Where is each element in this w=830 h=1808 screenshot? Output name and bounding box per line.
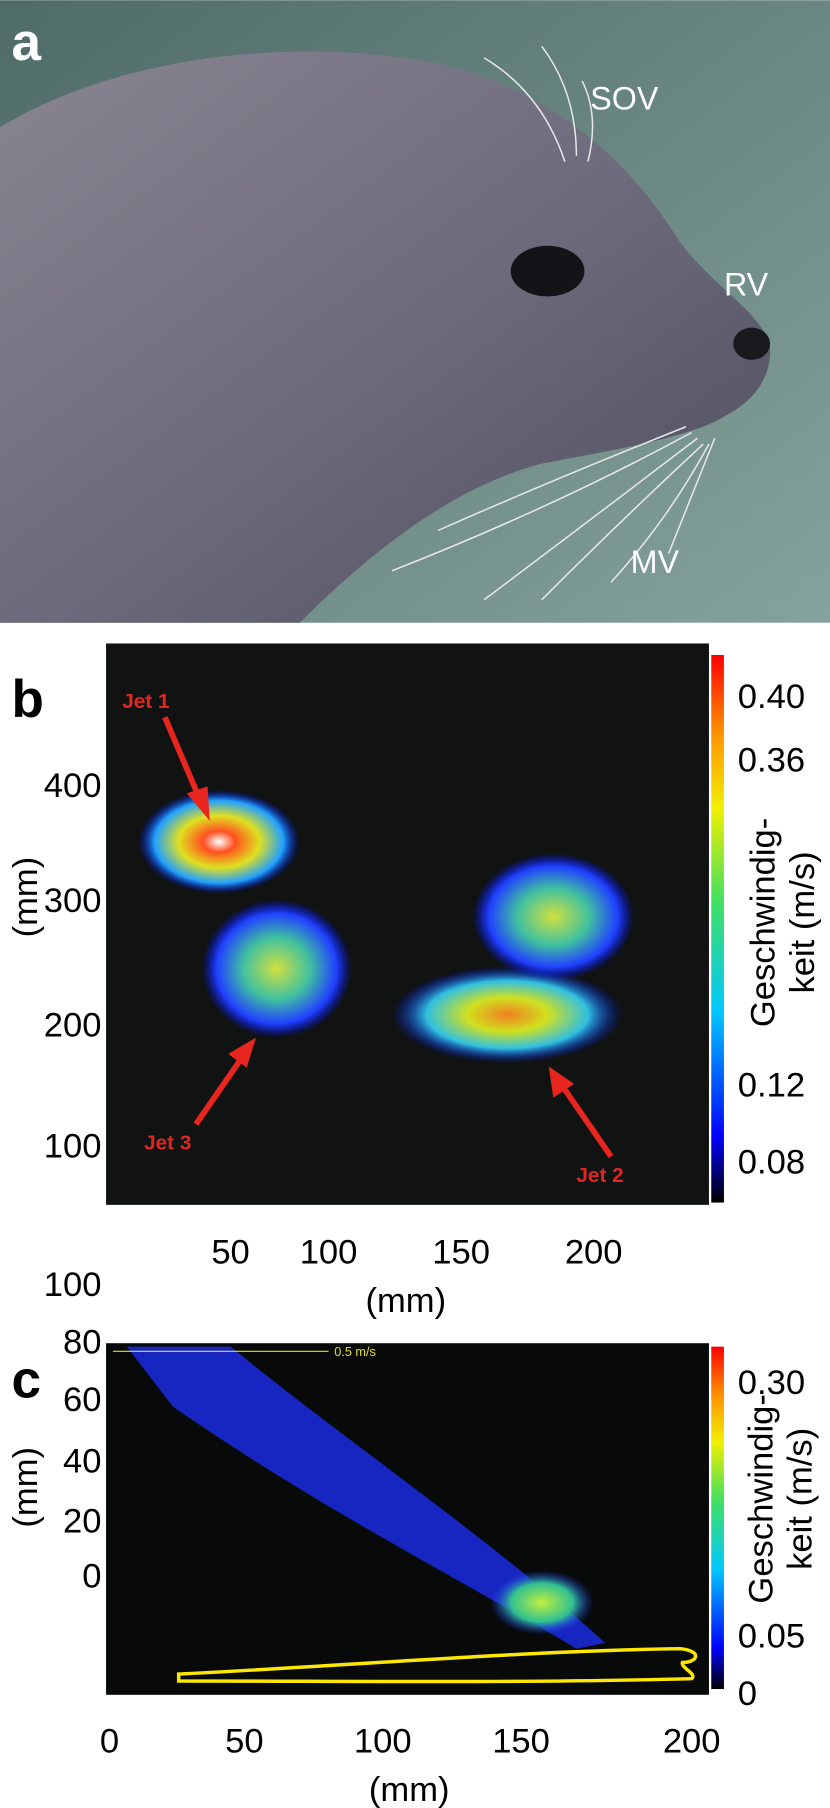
seal-eye	[510, 245, 585, 297]
scale-note: 0.5 m/s	[334, 1345, 376, 1359]
y-tick-label: 400	[44, 767, 102, 805]
y-tick-label: 20	[63, 1502, 101, 1540]
colorbar	[711, 1346, 724, 1690]
jet-label: Jet 1	[122, 690, 169, 713]
colorbar-tick-label: 0.36	[738, 741, 805, 779]
colorbar-ticks: 0.30 0.05 0	[738, 1364, 805, 1713]
jet-label: Jet 3	[144, 1132, 191, 1155]
colorbar-tick-label: 0.30	[738, 1364, 805, 1402]
y-axis-label: (mm)	[7, 857, 45, 938]
panel-label: a	[12, 13, 42, 72]
y-tick-label: 80	[63, 1324, 101, 1362]
x-tick-label: 0	[100, 1722, 119, 1760]
x-tick-label: 200	[663, 1722, 721, 1760]
colorbar-title: Geschwindig-	[745, 818, 783, 1027]
x-tick-label: 200	[565, 1234, 623, 1272]
x-tick-label: 150	[432, 1234, 490, 1272]
colorbar-title: keit (m/s)	[784, 851, 822, 993]
flow-jet	[138, 789, 300, 894]
y-tick-label: 200	[44, 1007, 102, 1045]
whiskers	[391, 45, 716, 601]
seal	[0, 51, 771, 623]
flow-jet	[489, 1570, 594, 1635]
colorbar-tick-label: 0	[738, 1675, 757, 1713]
y-tick-label: 40	[63, 1442, 101, 1480]
colorbar-title: keit (m/s)	[782, 1428, 820, 1570]
colorbar	[711, 655, 724, 1203]
jet-label: Jet 2	[576, 1164, 623, 1187]
annotation: MV	[631, 544, 680, 580]
x-tick-label: 150	[492, 1722, 550, 1760]
colorbar-ticks: 0.40 0.36 0.12 0.08	[738, 678, 805, 1182]
y-tick-label: 300	[44, 882, 102, 920]
y-ticks: 400 300 200 100	[44, 767, 102, 1166]
annotation: RV	[724, 266, 769, 302]
flow-jet	[391, 966, 623, 1064]
panel-label: c	[12, 1350, 42, 1409]
seal-nose	[733, 327, 771, 360]
y-tick-label: 0	[82, 1558, 101, 1596]
x-axis-label: (mm)	[365, 1282, 446, 1320]
y-ticks: 100 80 60 40 20 0	[44, 1266, 102, 1596]
y-axis-label: (mm)	[7, 1447, 45, 1528]
x-ticks: 50 100 150 200	[211, 1234, 622, 1272]
x-ticks: 0 50 100 150 200	[100, 1722, 721, 1760]
colorbar-tick-label: 0.12	[738, 1067, 805, 1105]
colorbar-tick-label: 0.08	[738, 1144, 805, 1182]
flow-region	[126, 1346, 606, 1649]
y-tick-label: 100	[44, 1128, 102, 1166]
y-tick-label: 100	[44, 1266, 102, 1304]
x-tick-label: 50	[211, 1234, 249, 1272]
colorbar-tick-label: 0.40	[738, 678, 805, 716]
seal-outline	[176, 1646, 698, 1684]
x-tick-label: 50	[225, 1722, 263, 1760]
colorbar-tick-label: 0.05	[738, 1618, 805, 1656]
colorbar-title: Geschwindig-	[742, 1394, 780, 1603]
x-tick-label: 100	[300, 1234, 358, 1272]
jet-arrows	[162, 716, 614, 1159]
flow-jet	[472, 853, 635, 981]
flow-jet	[201, 899, 352, 1038]
x-axis-label: (mm)	[369, 1771, 450, 1808]
x-tick-label: 100	[354, 1722, 412, 1760]
y-tick-label: 60	[63, 1381, 101, 1419]
annotation: SOV	[590, 81, 659, 117]
panel-label: b	[12, 670, 44, 729]
